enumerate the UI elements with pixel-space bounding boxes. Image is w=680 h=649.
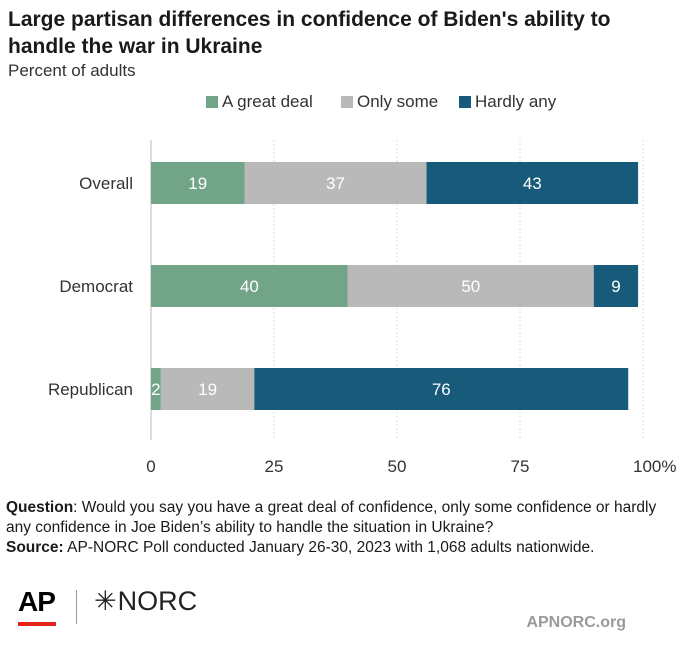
question-text: : Would you say you have a great deal of… xyxy=(6,499,657,536)
legend-label-great-deal: A great deal xyxy=(222,92,313,111)
bar-segment xyxy=(151,162,245,204)
source-label: Source: xyxy=(6,539,64,556)
bar-segment xyxy=(244,162,427,204)
data-label: 76 xyxy=(432,380,451,399)
x-tick-label: 75 xyxy=(511,457,530,476)
norc-logo-text: NORC xyxy=(117,586,198,616)
legend-label-hardly-any: Hardly any xyxy=(475,92,557,111)
bar-segment xyxy=(151,265,348,307)
x-tick-label: 50 xyxy=(388,457,407,476)
x-tick-label: 0 xyxy=(146,457,155,476)
chart-title: Large partisan differences in confidence… xyxy=(8,8,611,58)
category-label: Republican xyxy=(48,380,133,399)
legend-swatch-hardly-any xyxy=(459,96,471,108)
legend-label-only-some: Only some xyxy=(357,92,439,111)
ap-logo-underline xyxy=(18,622,56,626)
data-label: 50 xyxy=(461,277,480,296)
bar-segment xyxy=(151,368,161,410)
question-label: Question xyxy=(6,499,74,516)
bar-segment xyxy=(160,368,255,410)
ap-logo: AP xyxy=(18,586,56,617)
bar-segment xyxy=(347,265,594,307)
data-label: 2 xyxy=(151,380,160,399)
legend-item-great-deal: A great deal xyxy=(206,91,313,113)
x-tick-label: 25 xyxy=(265,457,284,476)
category-label: Democrat xyxy=(59,277,133,296)
data-label: 43 xyxy=(523,174,542,193)
stacked-bar-chart: 0 25 50 75 100% Overall 19 37 43 Democrat 40 50 9 Rep… xyxy=(48,140,676,476)
legend-swatch-great-deal xyxy=(206,96,218,108)
source-note: Source: AP-NORC Poll conducted January 2… xyxy=(6,538,674,558)
data-label: 37 xyxy=(326,174,345,193)
x-tick-label: 100% xyxy=(633,457,676,476)
legend-item-hardly-any: Hardly any xyxy=(459,91,556,113)
chart-subtitle: Percent of adults xyxy=(8,61,136,80)
bar-segment xyxy=(254,368,629,410)
data-label: 9 xyxy=(611,277,620,296)
data-label: 40 xyxy=(240,277,259,296)
category-label: Overall xyxy=(79,174,133,193)
footer-notes: Question: Would you say you have a great… xyxy=(6,498,674,558)
norc-star-icon: ✳ xyxy=(94,586,117,616)
question-note: Question: Would you say you have a great… xyxy=(6,498,674,538)
norc-logo: ✳NORC xyxy=(94,586,197,617)
legend-swatch-only-some xyxy=(341,96,353,108)
logo-divider xyxy=(76,590,77,624)
legend-item-only-some: Only some xyxy=(341,91,438,113)
bar-segment xyxy=(426,162,639,204)
data-label: 19 xyxy=(188,174,207,193)
bar-segment xyxy=(593,265,639,307)
site-link: APNORC.org xyxy=(526,614,626,631)
legend: A great deal Only some Hardly any xyxy=(0,91,680,113)
source-text: AP-NORC Poll conducted January 26-30, 20… xyxy=(63,539,595,556)
data-label: 19 xyxy=(198,380,217,399)
